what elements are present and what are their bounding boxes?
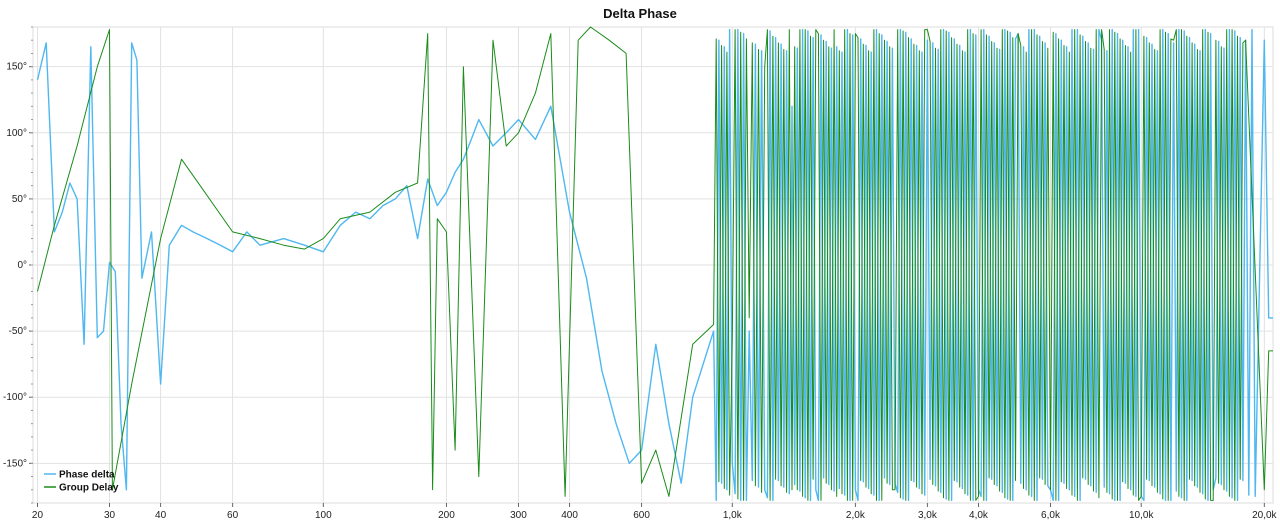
- x-tick-label: 1,0k: [723, 510, 743, 521]
- chart-title: Delta Phase: [603, 6, 677, 21]
- x-tick-label: 60: [227, 510, 239, 521]
- y-axis: 150° 100° 50° 0° -50° -100° -150°: [3, 26, 33, 504]
- y-tick-label: -100°: [3, 392, 27, 403]
- x-tick-label: 4,0k: [969, 510, 989, 521]
- x-tick-label: 6,0k: [1041, 510, 1061, 521]
- legend-label: Phase delta: [59, 470, 115, 481]
- y-tick-label: -150°: [3, 458, 27, 469]
- x-tick-label: 20: [32, 510, 44, 521]
- x-tick-label: 200: [438, 510, 455, 521]
- x-tick-label: 20,0k: [1252, 510, 1277, 521]
- series-layer: [36, 26, 1273, 502]
- x-tick-label: 10,0k: [1129, 510, 1154, 521]
- x-tick-label: 600: [633, 510, 650, 521]
- x-tick-label: 3,0k: [918, 510, 938, 521]
- x-tick-label: 2,0k: [846, 510, 866, 521]
- y-tick-label: 50°: [12, 194, 27, 205]
- x-tick-label: 30: [104, 510, 116, 521]
- legend: Phase delta Group Delay: [44, 470, 119, 494]
- x-tick-label: 300: [510, 510, 527, 521]
- x-tick-label: 40: [155, 510, 167, 521]
- x-axis: 20 30 40 60 100 200 300 400 600 1,0k 2,0k 3,0k 4,0k 6…: [32, 503, 1278, 521]
- y-tick-label: 100°: [6, 128, 27, 139]
- x-tick-label: 100: [315, 510, 332, 521]
- y-tick-label: -50°: [9, 326, 27, 337]
- series-line-group-delay: [37, 26, 1273, 501]
- y-tick-label: 0°: [17, 260, 27, 271]
- legend-label: Group Delay: [59, 483, 119, 494]
- x-tick-label: 400: [561, 510, 578, 521]
- y-tick-label: 150°: [6, 62, 27, 73]
